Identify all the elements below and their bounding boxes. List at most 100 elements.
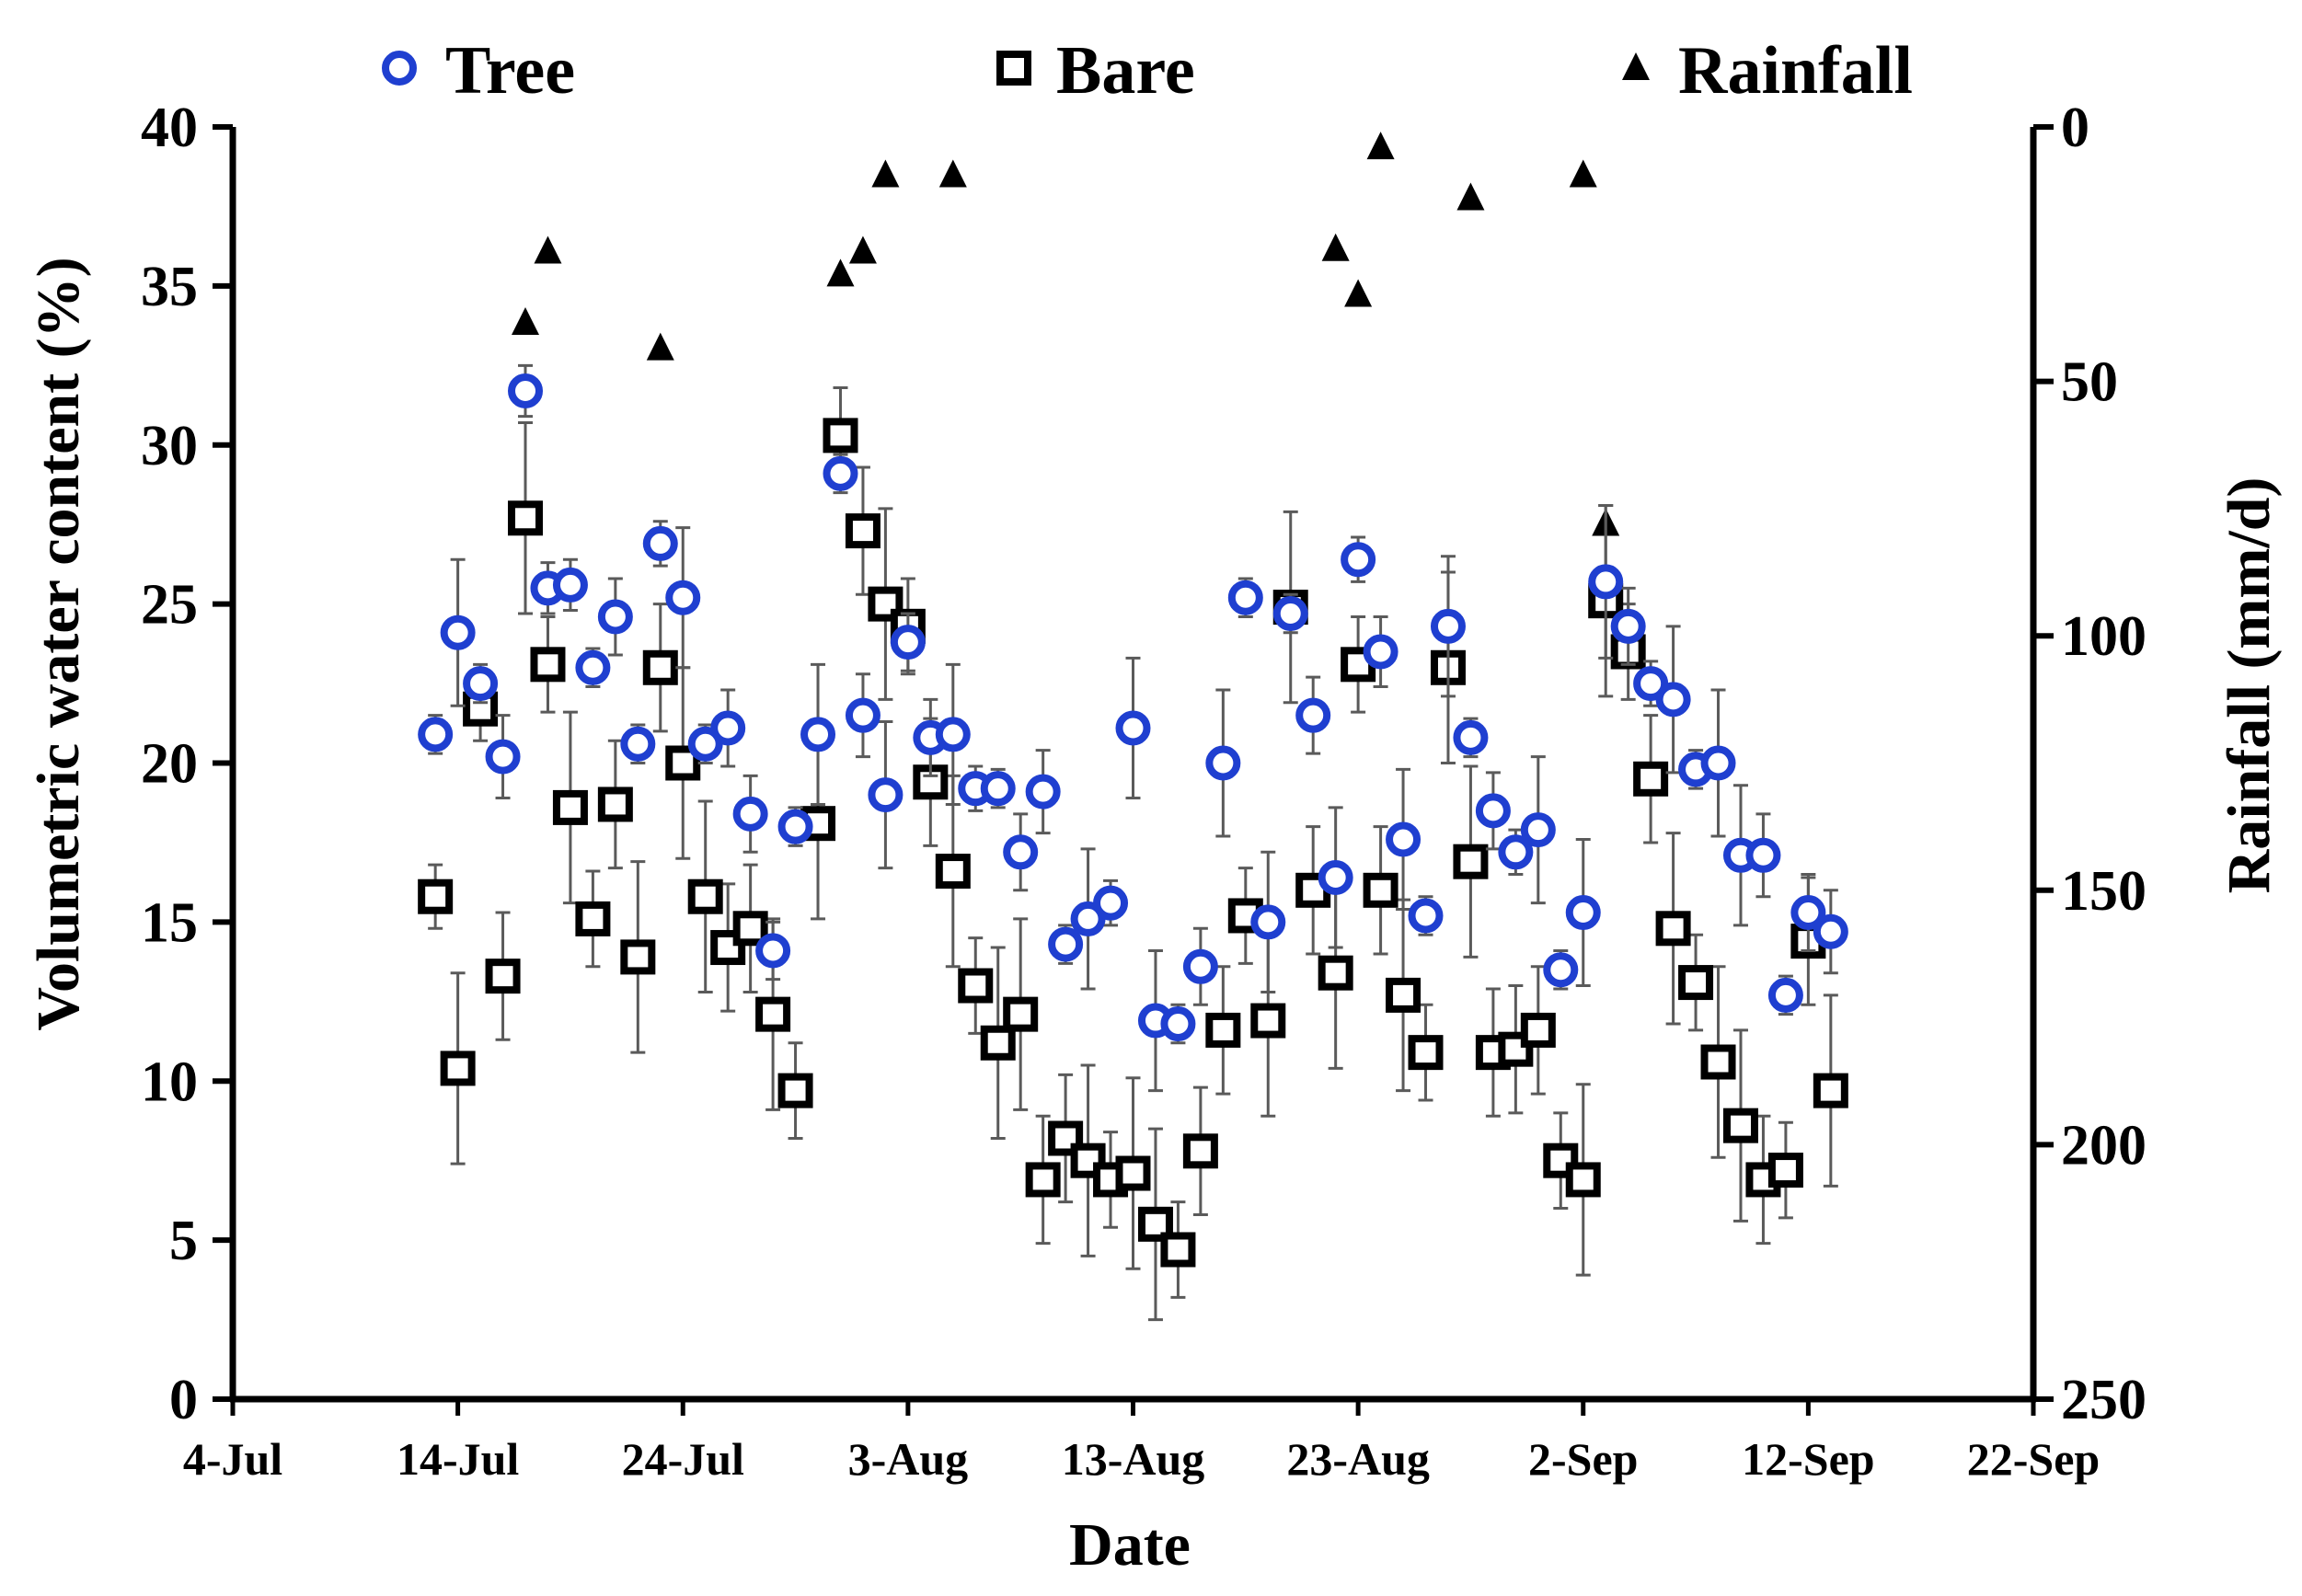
bare-point: [642, 649, 678, 685]
y2-tick-label: 250: [2061, 1369, 2147, 1431]
y-tick-label: 15: [141, 891, 198, 954]
tree-point: [1093, 885, 1129, 921]
bare-point: [687, 878, 723, 914]
bare-point: [1386, 977, 1421, 1013]
bare-point: [1633, 761, 1669, 797]
tree-point: [1430, 608, 1466, 644]
axes: 0 5 10 15 20 25 30 35 40 0 50 100 150 200 250 4-Jul 14-J…: [141, 97, 2147, 1485]
bare-point: [1205, 1012, 1241, 1048]
bare-point: [1767, 1153, 1803, 1188]
tree-point: [823, 455, 858, 491]
bare-point: [1813, 1073, 1848, 1108]
bare-point: [1408, 1035, 1444, 1071]
bare-point: [1655, 911, 1691, 947]
y2-tick-label: 0: [2061, 97, 2089, 159]
bare-point: [1250, 1003, 1286, 1039]
bare-point: [1182, 1133, 1218, 1169]
tree-point: [552, 567, 588, 603]
rainfall-series: [512, 132, 1620, 536]
bare-point: [755, 996, 791, 1032]
rainfall-point: [848, 235, 877, 264]
tree-point: [687, 726, 723, 762]
bare-point: [823, 418, 858, 454]
tree-point: [620, 726, 656, 762]
tree-point: [1767, 977, 1803, 1013]
legend-bare-marker: [996, 51, 1031, 86]
tree-point: [1386, 821, 1421, 857]
bare-point: [1520, 1012, 1556, 1048]
bare-point: [935, 854, 971, 890]
rainfall-point: [1344, 279, 1373, 307]
tree-point: [1543, 952, 1579, 988]
bare-point: [1678, 965, 1714, 1001]
tree-point: [1453, 719, 1489, 755]
tree-point: [1318, 859, 1353, 895]
bare-point: [1160, 1232, 1196, 1268]
tree-point: [1565, 895, 1601, 931]
bare-point: [1318, 955, 1353, 991]
rainfall-point: [938, 159, 967, 188]
tree-point: [710, 710, 746, 746]
tree-point: [575, 649, 611, 685]
tree-point: [1115, 710, 1151, 746]
y2-tick-label: 200: [2061, 1114, 2147, 1177]
bare-series: [418, 386, 1848, 1322]
x-tick-label: 12-Sep: [1742, 1433, 1874, 1485]
bare-point: [485, 959, 521, 994]
bare-point: [1070, 1142, 1106, 1178]
tree-point: [1813, 913, 1848, 949]
y-tick-label: 0: [169, 1369, 198, 1431]
tree-point: [1475, 793, 1511, 829]
bare-point: [575, 901, 611, 936]
x-tick-label: 3-Aug: [848, 1433, 969, 1485]
y2-tick-label: 150: [2061, 860, 2147, 923]
rainfall-point: [512, 306, 540, 335]
tree-series: [418, 363, 1848, 1093]
y-tick-label: 25: [141, 574, 198, 637]
bare-point: [845, 513, 881, 549]
tree-point: [1205, 745, 1241, 781]
tree-point: [1272, 595, 1308, 631]
tree-point: [980, 771, 1016, 807]
bare-point: [1453, 844, 1489, 879]
bare-point: [1115, 1155, 1151, 1191]
rainfall-point: [646, 332, 674, 361]
tree-point: [485, 739, 521, 775]
tree-point: [1498, 834, 1534, 870]
x-tick-label: 2-Sep: [1528, 1433, 1638, 1485]
legend: Tree Bare Rainfall: [382, 33, 1913, 109]
bare-point: [1543, 1142, 1579, 1178]
tree-point: [1341, 542, 1376, 578]
bare-point: [1700, 1044, 1736, 1080]
tree-point: [1182, 948, 1218, 984]
tree-point: [1227, 580, 1263, 615]
bare-point: [508, 500, 544, 536]
tree-point: [845, 697, 881, 733]
rainfall-point: [1456, 182, 1485, 211]
tree-point: [440, 614, 476, 650]
tree-point: [1363, 634, 1398, 670]
legend-rainfall-marker: [1622, 52, 1650, 80]
x-tick-label: 4-Jul: [183, 1433, 282, 1485]
tree-point: [777, 809, 813, 844]
tree-point: [1295, 697, 1331, 733]
tree-point: [665, 580, 701, 615]
legend-bare-label: Bare: [1056, 33, 1195, 109]
rainfall-point: [871, 159, 900, 188]
x-tick-label: 13-Aug: [1062, 1433, 1205, 1485]
tree-point: [1160, 1006, 1196, 1042]
bare-point: [732, 911, 768, 947]
bare-point: [440, 1051, 476, 1086]
tree-point: [1070, 901, 1106, 936]
tree-point: [642, 525, 678, 561]
bare-point: [980, 1025, 1016, 1061]
tree-point: [1408, 898, 1444, 934]
rainfall-point: [1569, 159, 1597, 188]
legend-rainfall-label: Rainfall: [1678, 33, 1913, 109]
tree-point: [1520, 812, 1556, 848]
tree-point: [1025, 774, 1061, 809]
tree-point: [935, 717, 971, 752]
y-axis-title: Volumetric water content (%): [25, 257, 92, 1030]
bare-point: [552, 789, 588, 825]
